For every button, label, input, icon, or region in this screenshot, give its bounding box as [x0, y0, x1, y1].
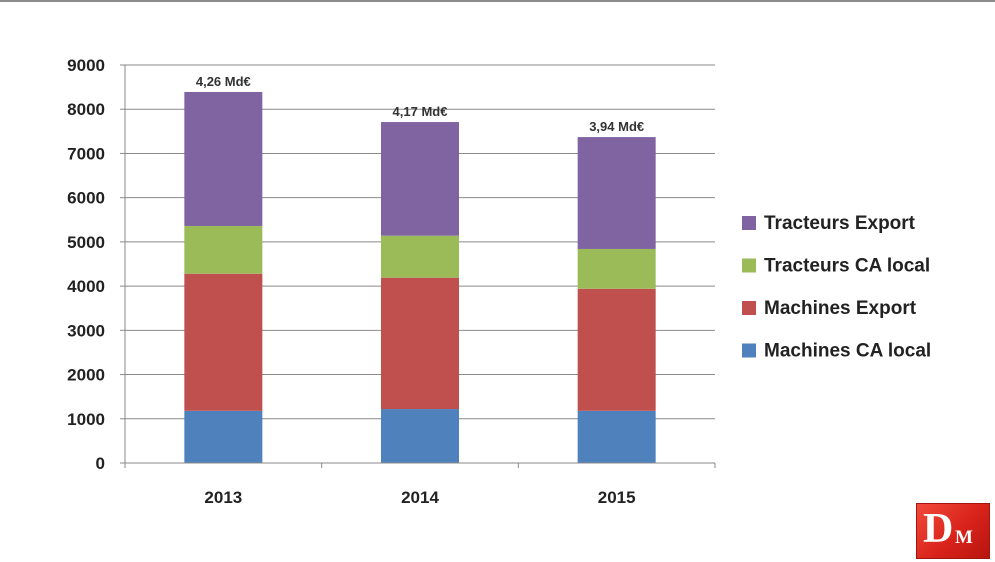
legend-label-tracteurs-ca-local: Tracteurs CA local — [764, 256, 930, 277]
bar-segment-tracteurs-ca-local-2013 — [184, 225, 263, 274]
legend-swatch-tracteurs-export — [742, 216, 756, 230]
logo-letter-m: M — [955, 527, 973, 548]
legend-label-machines-export: Machines Export — [764, 298, 917, 319]
y-tick-label: 0 — [96, 454, 105, 473]
total-label-2013: 4,26 Md€ — [196, 74, 251, 89]
x-tick-label: 2015 — [598, 488, 636, 507]
bar-segment-machines-export-2013 — [184, 273, 263, 411]
y-tick-label: 9000 — [67, 56, 105, 75]
logo-letter-d: D — [923, 506, 954, 552]
bar-segment-tracteurs-export-2014 — [381, 122, 459, 236]
legend: Tracteurs Export Tracteurs CA local Machin… — [742, 213, 931, 362]
total-label-2014: 4,17 Md€ — [393, 104, 448, 119]
y-tick-label: 7000 — [67, 144, 105, 163]
bar-segment-machines-ca-local-2015 — [577, 410, 656, 463]
top-border-line — [0, 0, 995, 2]
y-tick-label: 5000 — [67, 233, 105, 252]
y-tick-label: 1000 — [67, 410, 105, 429]
bar-segment-tracteurs-export-2013 — [184, 91, 263, 226]
legend-swatch-tracteurs-ca-local — [742, 258, 756, 273]
x-tick-label: 2013 — [204, 488, 242, 507]
legend-swatch-machines-export — [742, 301, 756, 315]
y-tick-label: 4000 — [67, 277, 105, 296]
total-labels: 4,26 Md€ 4,17 Md€ 3,94 Md€ — [196, 74, 644, 134]
x-axis: 2013 2014 2015 — [124, 462, 716, 507]
y-tick-label: 3000 — [67, 321, 105, 340]
y-tick-label: 6000 — [67, 189, 105, 208]
bars — [184, 91, 656, 463]
x-tick-label: 2014 — [401, 488, 439, 507]
legend-swatch-machines-ca-local — [742, 343, 756, 358]
legend-label-tracteurs-export: Tracteurs Export — [764, 213, 916, 234]
y-tick-label: 2000 — [67, 366, 105, 385]
legend-label-machines-ca-local: Machines CA local — [764, 341, 931, 362]
bar-segment-tracteurs-ca-local-2015 — [577, 248, 656, 289]
bar-segment-machines-export-2014 — [381, 277, 459, 410]
bar-segment-tracteurs-export-2015 — [577, 137, 656, 249]
y-axis-ticks: 0 1000 2000 3000 4000 5000 6000 7000 8000 9000 — [67, 56, 126, 473]
bar-segment-machines-export-2015 — [577, 288, 656, 411]
bar-segment-machines-ca-local-2014 — [381, 409, 459, 463]
y-tick-label: 8000 — [67, 100, 105, 119]
total-label-2015: 3,94 Md€ — [589, 119, 644, 134]
bar-segment-tracteurs-ca-local-2014 — [381, 235, 459, 278]
dm-logo: D M — [916, 503, 990, 559]
bar-segment-machines-ca-local-2013 — [184, 410, 263, 463]
